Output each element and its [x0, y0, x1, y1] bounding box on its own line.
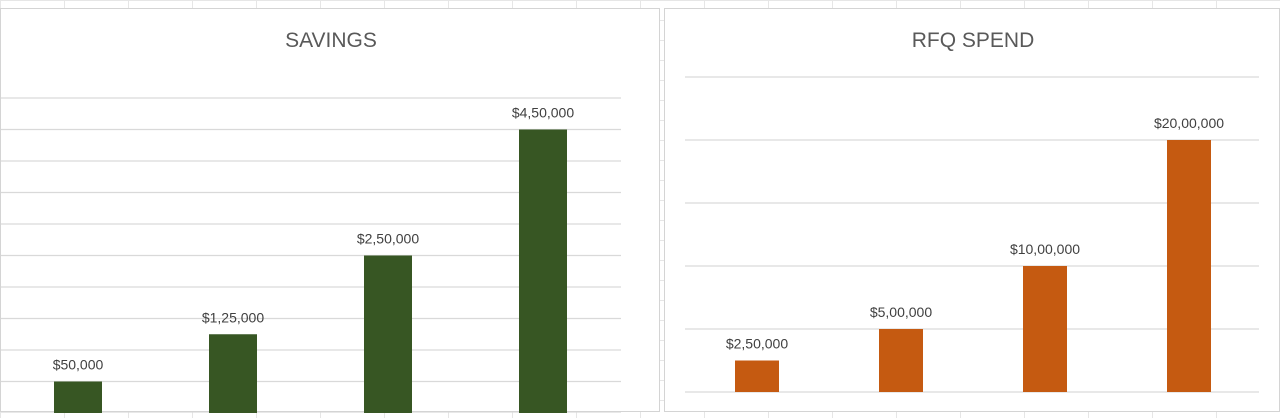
savings-data-label-2: $1,25,000: [202, 309, 264, 325]
savings-bar-3: [364, 255, 412, 413]
rfq-spend-bar-2: [879, 329, 923, 392]
rfq-spend-data-label-4: $20,00,000: [1154, 115, 1224, 131]
rfq-spend-chart: RFQ SPEND $2,50,000 $5,00,000 $10,00,000 $2…: [664, 8, 1280, 412]
rfq-spend-chart-title: RFQ SPEND: [912, 29, 1035, 52]
rfq-spend-data-label-3: $10,00,000: [1010, 241, 1080, 257]
rfq-spend-data-label-2: $5,00,000: [870, 304, 932, 320]
savings-chart-title: SAVINGS: [285, 29, 377, 52]
rfq-spend-bar-1: [735, 360, 779, 392]
rfq-spend-bar-3: [1023, 266, 1067, 392]
savings-chart-svg: SAVINGS $50,000 $1,25,000 $2,50,000 $4,50,0…: [1, 29, 621, 413]
rfq-spend-data-label-1: $2,50,000: [726, 336, 788, 352]
savings-bar-4: [519, 129, 567, 413]
savings-bar-2: [209, 334, 257, 413]
savings-chart: SAVINGS $50,000 $1,25,000 $2,50,000 $4,50,0…: [0, 8, 660, 413]
rfq-spend-bar-4: [1167, 140, 1211, 392]
savings-data-label-3: $2,50,000: [357, 231, 419, 247]
savings-data-label-4: $4,50,000: [512, 105, 574, 121]
rfq-spend-chart-svg: RFQ SPEND $2,50,000 $5,00,000 $10,00,000 $2…: [685, 29, 1259, 393]
savings-data-label-1: $50,000: [53, 357, 104, 373]
savings-bar-1: [54, 381, 102, 413]
